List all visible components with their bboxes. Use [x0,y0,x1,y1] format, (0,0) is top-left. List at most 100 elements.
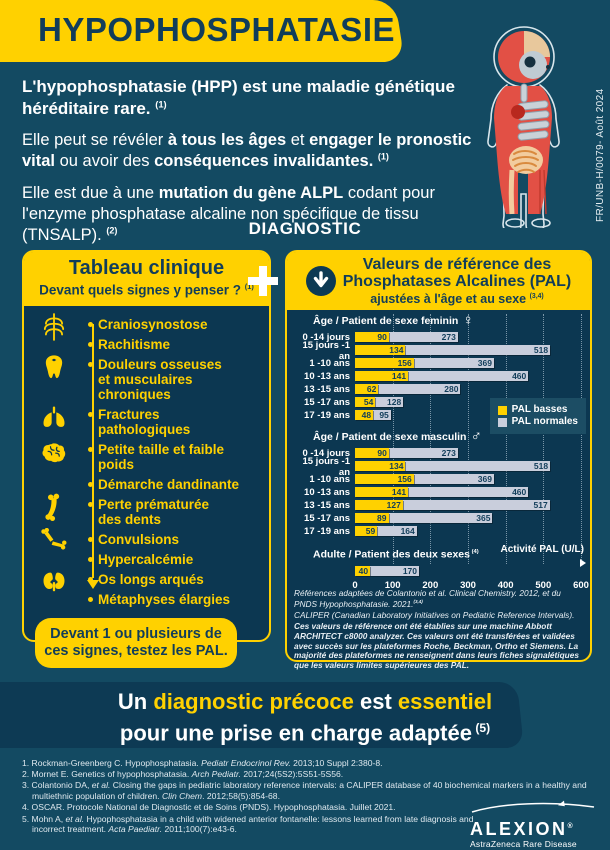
bar-row-label: 13 -15 ans [304,384,350,395]
bar-plot: 273 90 [355,331,581,344]
symptom-label: Craniosynostose [98,317,208,332]
female-symbol-icon: ♀ [458,312,474,329]
bar-row-label: 13 -15 ans [304,500,350,511]
text-segment: Closing the gaps in pediatric laboratory… [32,780,587,802]
symptom-label: Perte prématurée des dents [98,497,210,527]
legend-swatch [497,405,507,415]
bar-plot: 128 54 [355,396,581,409]
symptom-item: Métaphyses élargies [88,592,263,607]
bar-plot: 170 40 [355,565,581,578]
symptom-label: Rachitisme [98,337,171,352]
bar-pal-basses: 134 [355,461,406,471]
clinical-box-title: Tableau clinique [68,257,225,279]
bar-row: 0 -14 jours 273 90 [291,331,586,344]
text-segment: 2. Mornet E. Genetics of hypophosphatasi… [22,769,192,780]
bar-row-label: 17 -19 ans [304,410,350,421]
bar-row-label: 10 -13 ans [304,487,350,498]
text-segment: et al. [91,780,111,791]
text-segment: testez les PAL. [126,643,228,659]
bar-plot: 518 134 [355,344,581,357]
bar-row-label: 0 -14 jours [302,448,350,459]
registered-mark: ® [567,823,576,830]
reference-item: 2. Mornet E. Genetics of hypophosphatasi… [22,769,588,780]
bar-plot: 280 62 [355,383,581,396]
text-segment: conséquences invalidantes [154,152,369,171]
text-segment: 3. Colantonio DA, [22,780,92,791]
citation-sup: (3,4) [413,598,423,604]
bar-pal-basses: 62 [355,384,379,394]
test-pal-callout: Devant 1 ou plusieurs de ces signes, tes… [35,618,237,668]
pal-box-header: Valeurs de référence des Phosphatases Al… [287,252,590,310]
chart-group-header-adult: Adulte / Patient des deux sexes (4) [313,546,586,562]
timeline-arrow-icon [87,580,99,589]
text-segment: et [286,131,310,150]
symptom-label: Os longs arqués [98,572,204,587]
arrow-down-circle-icon [305,266,336,296]
text-segment: Arch Pediatr. [191,769,241,780]
bar-pal-basses: 127 [355,500,403,510]
citation-sup: (2) [106,225,118,236]
symptom-item: Convulsions [41,527,263,550]
text-segment: 2013;10 Suppl 2:380-8. [290,758,383,768]
bar-row: 15 -17 ans 365 89 [291,512,586,525]
bar-pal-basses: 90 [355,448,389,458]
bar-pal-basses: 89 [355,513,389,523]
chart-group-header-female: Âge / Patient de sexe feminin ♀ [313,312,586,329]
symptom-label: Petite taille et faible poids [98,442,225,472]
text-segment: 4. OSCAR. Protocole National de Diagnost… [22,802,396,813]
pal-footnote: Références adaptées de Colantonio et al.… [294,588,583,671]
symptom-item: Douleurs osseuses et musculaires chroniq… [45,355,263,402]
axis-tick: 0 [352,579,358,591]
intro-paragraph-1: L'hypophosphatasie (HPP) est une maladie… [22,76,474,119]
symptom-item: Os longs arqués [43,572,263,592]
bar-row: 15 jours -1 an 518 134 [291,340,586,362]
symptom-item: Perte prématurée des dents [45,493,263,527]
timeline-line [92,324,94,578]
reference-item: 4. OSCAR. Protocole National de Diagnost… [22,802,588,813]
legend-label: PAL normales [511,416,578,427]
text-segment: 2017;24(5S2):5S51-5S56. [240,769,344,780]
text-segment: ou avoir des [55,152,155,171]
text-segment: diagnostic précoce [153,689,354,714]
male-symbol-icon: ♂ [466,428,482,445]
logo-subtitle: AstraZeneca Rare Disease [470,839,577,849]
text-segment: Acta Paediatr. [108,824,163,835]
references-list: 1. Rockman-Greenberg C. Hypophosphatasia… [22,758,588,836]
pal-box-titles: Valeurs de référence des Phosphatases Al… [343,256,572,306]
bar-pal-normales: 128 [375,397,404,407]
bar-plot: 369 156 [355,357,581,370]
citation-sup: (5) [471,721,491,735]
text-segment: Devant quels signes y penser ? [39,282,241,298]
text-segment: ajustées à l'âge et au sexe [370,292,527,307]
symptom-label: Douleurs osseuses et musculaires chroniq… [98,357,222,402]
axis-label: Activité PAL (U/L) [500,544,584,555]
kidneys-icon [40,568,68,596]
citation-sup: (1) [244,282,254,291]
plus-icon [248,266,278,296]
bottom-banner-text: Un diagnostic précoce est essentiel pour… [0,688,610,746]
pal-reference-box: Valeurs de référence des Phosphatases Al… [285,250,592,670]
bar-row: 10 -13 ans 460 141 [291,370,586,383]
bar-plot: 95 48 [355,409,581,422]
symptom-label: Hypercalcémie [98,552,194,567]
bar-plot: 460 141 [355,370,581,383]
bar-pal-basses: 48 [355,410,374,420]
axis-tick: 300 [460,579,476,591]
bar-plot: 164 59 [355,525,581,538]
bar-row-label: 1 -10 ans [309,358,350,369]
bar-row-label: 15 -17 ans [304,397,350,408]
bar-pal-normales: 517 [402,500,550,510]
legend-swatch [497,417,507,427]
bar-plot: 518 134 [355,460,581,473]
text-segment: L'hypophosphatasie (HPP) est une maladie… [22,77,455,118]
symptom-item: Craniosynostose [43,313,263,341]
bar-pal-normales: 365 [388,513,493,523]
text-segment: 1. Rockman-Greenberg C. Hypophosphatasia… [22,758,202,768]
bar-row-label: 15 jours -1 an [302,339,350,362]
bar-row: 0 -14 jours 273 90 [291,447,586,460]
bar-pal-normales: 170 [370,565,420,576]
axis-arrow-icon [580,559,586,567]
legend-item: PAL basses [497,405,578,415]
bone-joint-icon [40,527,68,556]
